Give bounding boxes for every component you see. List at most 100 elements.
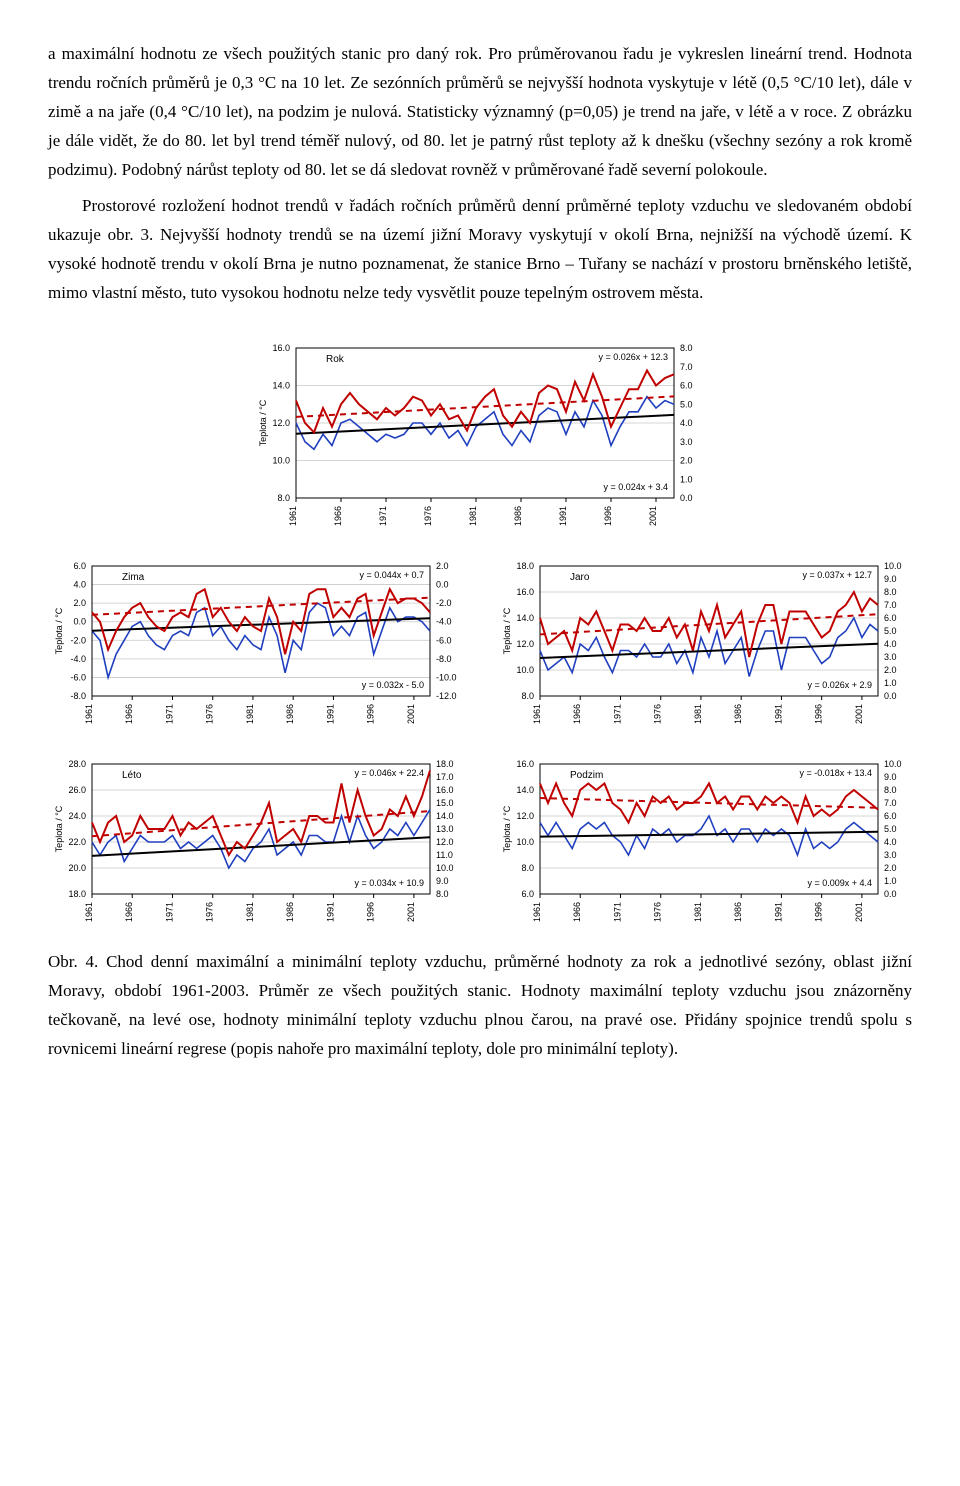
svg-text:0.0: 0.0: [680, 493, 693, 503]
svg-text:5.0: 5.0: [884, 626, 897, 636]
svg-text:8.0: 8.0: [680, 343, 693, 353]
svg-text:13.0: 13.0: [436, 824, 454, 834]
svg-text:2.0: 2.0: [884, 863, 897, 873]
svg-text:1976: 1976: [205, 902, 215, 922]
svg-text:Rok: Rok: [326, 354, 345, 365]
svg-text:17.0: 17.0: [436, 772, 454, 782]
chart-zima: -8.0-6.0-4.0-2.00.02.04.06.0-12.0-10.0-8…: [48, 556, 468, 736]
svg-text:16.0: 16.0: [516, 587, 534, 597]
svg-text:1961: 1961: [532, 704, 542, 724]
svg-text:10.0: 10.0: [516, 665, 534, 675]
chart-rok: 8.010.012.014.016.00.01.02.03.04.05.06.0…: [252, 338, 712, 538]
svg-text:6.0: 6.0: [884, 811, 897, 821]
svg-text:12.0: 12.0: [436, 837, 454, 847]
svg-text:1981: 1981: [245, 704, 255, 724]
svg-text:-10.0: -10.0: [436, 672, 457, 682]
svg-text:14.0: 14.0: [436, 811, 454, 821]
svg-text:1981: 1981: [245, 902, 255, 922]
svg-text:2001: 2001: [406, 902, 416, 922]
svg-text:-12.0: -12.0: [436, 691, 457, 701]
svg-text:1961: 1961: [84, 704, 94, 724]
chart-podzim: 6.08.010.012.014.016.00.01.02.03.04.05.0…: [496, 754, 916, 934]
svg-text:1991: 1991: [325, 704, 335, 724]
svg-text:7.0: 7.0: [680, 362, 693, 372]
svg-text:14.0: 14.0: [272, 381, 290, 391]
svg-text:15.0: 15.0: [436, 798, 454, 808]
svg-text:16.0: 16.0: [272, 343, 290, 353]
svg-text:1981: 1981: [693, 902, 703, 922]
svg-text:2001: 2001: [854, 704, 864, 724]
svg-text:8.0: 8.0: [277, 493, 290, 503]
svg-text:1971: 1971: [164, 704, 174, 724]
svg-text:1996: 1996: [814, 902, 824, 922]
svg-text:1966: 1966: [572, 902, 582, 922]
svg-text:2.0: 2.0: [436, 561, 449, 571]
svg-text:2001: 2001: [406, 704, 416, 724]
svg-text:5.0: 5.0: [680, 399, 693, 409]
svg-text:y = 0.046x + 22.4: y = 0.046x + 22.4: [354, 768, 424, 778]
svg-text:1976: 1976: [205, 704, 215, 724]
svg-text:24.0: 24.0: [68, 811, 86, 821]
svg-text:4.0: 4.0: [884, 639, 897, 649]
svg-text:8.0: 8.0: [884, 785, 897, 795]
svg-text:1991: 1991: [773, 704, 783, 724]
svg-text:1996: 1996: [366, 902, 376, 922]
body-paragraph-2: Prostorové rozložení hodnot trendů v řad…: [48, 192, 912, 308]
svg-text:1961: 1961: [288, 506, 298, 526]
figure-4: 8.0 10.0 12.0 14.0 16.0 0.0 1.0 2.0 3.0 4.0 5.0 6.0…: [48, 338, 912, 1064]
svg-text:1976: 1976: [653, 902, 663, 922]
chart-jaro: 8.010.012.014.016.018.00.01.02.03.04.05.…: [496, 556, 916, 736]
svg-text:1.0: 1.0: [884, 678, 897, 688]
svg-text:18.0: 18.0: [516, 561, 534, 571]
svg-text:4.0: 4.0: [73, 580, 86, 590]
body-paragraph-1: a maximální hodnotu ze všech použitých s…: [48, 40, 912, 184]
svg-text:2001: 2001: [648, 506, 658, 526]
svg-text:3.0: 3.0: [884, 850, 897, 860]
svg-text:1971: 1971: [612, 902, 622, 922]
svg-text:y = 0.034x + 10.9: y = 0.034x + 10.9: [354, 878, 424, 888]
svg-text:Léto: Léto: [122, 770, 142, 781]
svg-text:1976: 1976: [423, 506, 433, 526]
svg-text:2.0: 2.0: [884, 665, 897, 675]
svg-text:26.0: 26.0: [68, 785, 86, 795]
svg-text:y = 0.024x + 3.4: y = 0.024x + 3.4: [603, 482, 668, 492]
svg-text:y = 0.009x + 4.4: y = 0.009x + 4.4: [807, 878, 872, 888]
svg-text:-2.0: -2.0: [436, 598, 452, 608]
svg-text:-4.0: -4.0: [70, 654, 86, 664]
svg-text:Teplota / °C: Teplota / °C: [54, 607, 64, 654]
svg-text:-6.0: -6.0: [70, 672, 86, 682]
svg-text:0.0: 0.0: [73, 617, 86, 627]
svg-text:0.0: 0.0: [884, 889, 897, 899]
svg-text:3.0: 3.0: [884, 652, 897, 662]
svg-text:4.0: 4.0: [680, 418, 693, 428]
svg-text:3.0: 3.0: [680, 437, 693, 447]
svg-text:y = 0.026x + 2.9: y = 0.026x + 2.9: [807, 680, 872, 690]
svg-text:18.0: 18.0: [68, 889, 86, 899]
svg-text:10.0: 10.0: [884, 759, 902, 769]
svg-text:16.0: 16.0: [436, 785, 454, 795]
svg-text:1971: 1971: [164, 902, 174, 922]
chart-rok-wrap: 8.010.012.014.016.00.01.02.03.04.05.06.0…: [48, 338, 916, 538]
svg-text:14.0: 14.0: [516, 785, 534, 795]
svg-text:22.0: 22.0: [68, 837, 86, 847]
svg-text:y = 0.026x + 12.3: y = 0.026x + 12.3: [598, 352, 668, 362]
svg-text:-6.0: -6.0: [436, 635, 452, 645]
svg-text:20.0: 20.0: [68, 863, 86, 873]
svg-text:-8.0: -8.0: [436, 654, 452, 664]
svg-text:10.0: 10.0: [516, 837, 534, 847]
svg-text:1.0: 1.0: [680, 474, 693, 484]
svg-text:y = -0.018x + 13.4: y = -0.018x + 13.4: [799, 768, 872, 778]
svg-text:1986: 1986: [733, 704, 743, 724]
svg-text:Podzim: Podzim: [570, 770, 603, 781]
svg-text:Teplota / °C: Teplota / °C: [54, 805, 64, 852]
svg-text:1996: 1996: [603, 506, 613, 526]
svg-text:16.0: 16.0: [516, 759, 534, 769]
svg-text:10.0: 10.0: [436, 863, 454, 873]
figure-caption: Obr. 4. Chod denní maximální a minimální…: [48, 948, 912, 1064]
svg-text:0.0: 0.0: [884, 691, 897, 701]
svg-text:6.0: 6.0: [73, 561, 86, 571]
svg-text:5.0: 5.0: [884, 824, 897, 834]
svg-text:18.0: 18.0: [436, 759, 454, 769]
svg-text:1981: 1981: [468, 506, 478, 526]
svg-text:1996: 1996: [366, 704, 376, 724]
